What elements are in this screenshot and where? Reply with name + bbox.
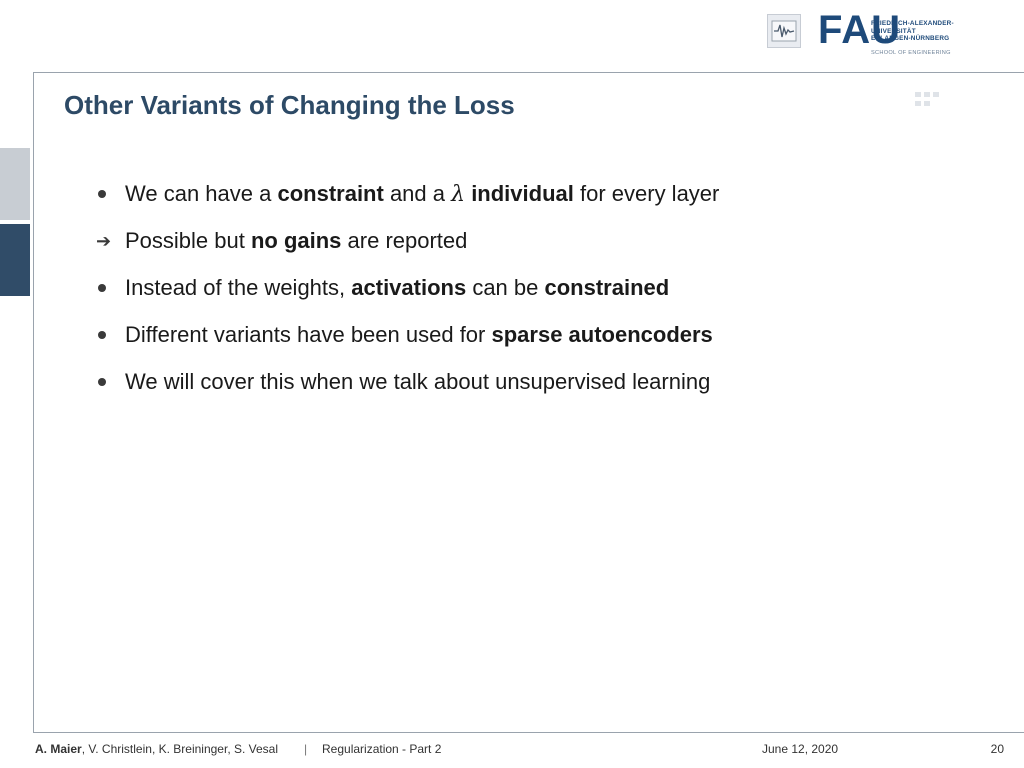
footer-course: Regularization - Part 2 bbox=[322, 742, 442, 756]
bullet-text: Different variants have been used for bbox=[125, 322, 492, 347]
fau-logo-wordmark: FAU bbox=[818, 8, 901, 52]
bullet-item: Different variants have been used for sp… bbox=[96, 319, 936, 366]
fau-logo-line: UNIVERSITÄT bbox=[871, 27, 916, 35]
fau-logo-text: FRIEDRICH-ALEXANDER- UNIVERSITÄT ERLANGE… bbox=[871, 20, 954, 43]
footer-authors-rest: , V. Christlein, K. Breininger, S. Vesal bbox=[81, 742, 279, 756]
bullet-item: ➔ Possible but no gains are reported bbox=[96, 225, 936, 272]
bullet-bold-text: individual bbox=[471, 181, 574, 206]
bullet-bold-text: sparse autoencoders bbox=[491, 322, 713, 347]
bullet-text: can be bbox=[466, 275, 545, 300]
side-tab-light bbox=[0, 148, 30, 220]
bullet-bold-text: activations bbox=[351, 275, 467, 300]
bullet-text: We will cover this when we talk about un… bbox=[125, 369, 711, 394]
bullet-item: We will cover this when we talk about un… bbox=[96, 366, 936, 413]
arrow-icon: ➔ bbox=[96, 231, 112, 251]
lambda-symbol: λ bbox=[451, 182, 466, 207]
fau-school-label: SCHOOL OF ENGINEERING bbox=[871, 50, 951, 56]
bullet-bold-text: constrained bbox=[544, 275, 670, 300]
bullet-list: We can have a constraint and a λ individ… bbox=[96, 178, 936, 413]
fau-logo-line: ERLANGEN-NÜRNBERG bbox=[871, 35, 950, 42]
bullet-text: We can have a bbox=[125, 181, 278, 206]
footer-author-main: A. Maier bbox=[35, 742, 82, 756]
bullet-text: and a bbox=[383, 181, 452, 206]
institute-logo bbox=[767, 14, 801, 48]
slide-frame bbox=[33, 72, 1024, 733]
bullet-bold-text: no gains bbox=[250, 228, 342, 253]
footer-separator: | bbox=[304, 742, 308, 756]
footer-date: June 12, 2020 bbox=[762, 742, 839, 756]
page-number: 20 bbox=[990, 742, 1004, 756]
navigation-dots bbox=[915, 92, 975, 118]
bullet-item: Instead of the weights, activations can … bbox=[96, 272, 936, 319]
bullet-text: for every layer bbox=[573, 181, 720, 206]
footer-authors: A. Maier, V. Christlein, K. Breininger, … bbox=[35, 742, 278, 756]
side-tab-dark bbox=[0, 224, 30, 296]
fau-logo-line: FRIEDRICH-ALEXANDER- bbox=[871, 20, 954, 27]
bullet-text: Possible but bbox=[125, 228, 251, 253]
slide-title: Other Variants of Changing the Loss bbox=[64, 90, 515, 120]
bullet-text: Instead of the weights, bbox=[125, 275, 352, 300]
bullet-item: We can have a constraint and a λ individ… bbox=[96, 178, 936, 225]
waveform-icon bbox=[771, 20, 797, 42]
bullet-text: are reported bbox=[341, 228, 468, 253]
bullet-bold-text: constraint bbox=[277, 181, 384, 206]
